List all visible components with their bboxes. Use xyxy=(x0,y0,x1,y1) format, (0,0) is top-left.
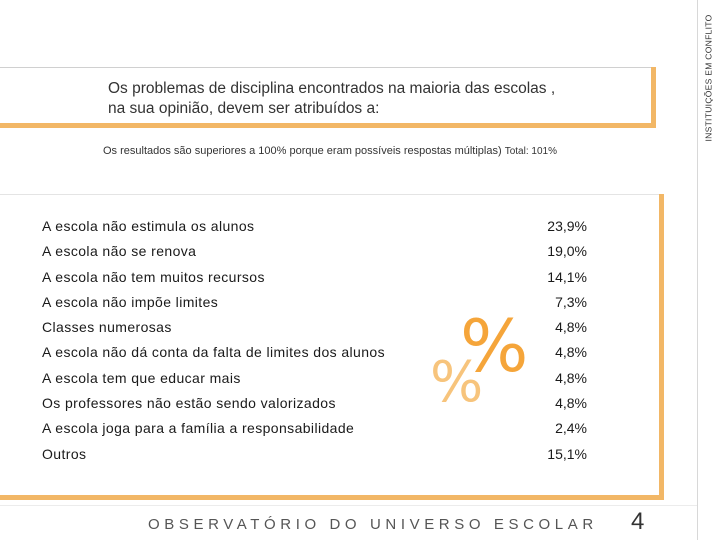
table-row: A escola não dá conta da falta de limite… xyxy=(42,344,602,369)
table-row: Os professores não estão sendo valorizad… xyxy=(42,395,602,420)
page-number: 4 xyxy=(631,508,645,535)
table-top-rule xyxy=(0,194,659,195)
question-title: Os problemas de disciplina encontrados n… xyxy=(108,79,648,119)
percent-icon-small: % xyxy=(430,350,484,415)
table-row: A escola não tem muitos recursos 14,1% xyxy=(42,269,602,294)
side-label-text: INSTITUIÇÕES EM CONFLITO xyxy=(703,14,714,141)
row-label: Outros xyxy=(42,445,87,462)
results-table: A escola não estimula os alunos 23,9% A … xyxy=(42,218,602,471)
table-row: Classes numerosas 4,8% xyxy=(42,319,602,344)
row-value: 19,0% xyxy=(547,243,587,260)
results-note: Os resultados são superiores a 100% porq… xyxy=(103,145,663,157)
row-value: 14,1% xyxy=(547,268,587,285)
footer-divider xyxy=(0,505,697,506)
table-row: A escola não se renova 19,0% xyxy=(42,243,602,268)
results-total: Total: 101% xyxy=(504,146,557,157)
row-value: 4,8% xyxy=(555,319,587,336)
row-label: Os professores não estão sendo valorizad… xyxy=(42,395,336,412)
row-label: A escola não impõe limites xyxy=(42,293,219,310)
results-table-frame xyxy=(0,194,664,500)
row-value: 4,8% xyxy=(555,369,587,386)
row-value: 23,9% xyxy=(547,218,587,234)
percent-icon-large: % xyxy=(460,304,529,388)
question-box xyxy=(0,67,656,128)
side-band xyxy=(697,0,720,540)
row-value: 4,8% xyxy=(555,395,587,412)
row-value: 15,1% xyxy=(547,445,587,462)
row-label: A escola não estimula os alunos xyxy=(42,218,255,234)
question-top-rule xyxy=(0,67,651,68)
row-label: A escola não dá conta da falta de limite… xyxy=(42,344,386,361)
table-row: A escola joga para a família a responsab… xyxy=(42,420,602,445)
row-value: 4,8% xyxy=(555,344,587,361)
percent-icon: % % xyxy=(430,310,530,420)
row-value: 7,3% xyxy=(555,293,587,310)
row-label: A escola joga para a família a responsab… xyxy=(42,420,355,437)
row-label: Classes numerosas xyxy=(42,319,172,336)
table-row: A escola tem que educar mais 4,8% xyxy=(42,370,602,395)
row-label: A escola tem que educar mais xyxy=(42,369,241,386)
table-row: Outros 15,1% xyxy=(42,446,602,471)
question-line-2: na sua opinião, devem ser atribuídos a: xyxy=(108,100,380,117)
row-label: A escola não se renova xyxy=(42,243,197,260)
table-row: A escola não impõe limites 7,3% xyxy=(42,294,602,319)
results-note-text: Os resultados são superiores a 100% porq… xyxy=(103,145,502,157)
table-row: A escola não estimula os alunos 23,9% xyxy=(42,218,602,243)
row-value: 2,4% xyxy=(555,420,587,437)
footer-title: OBSERVATÓRIO DO UNIVERSO ESCOLAR xyxy=(148,516,598,533)
question-line-1: Os problemas de disciplina encontrados n… xyxy=(108,80,556,97)
row-label: A escola não tem muitos recursos xyxy=(42,268,265,285)
side-label: INSTITUIÇÕES EM CONFLITO xyxy=(699,0,718,155)
